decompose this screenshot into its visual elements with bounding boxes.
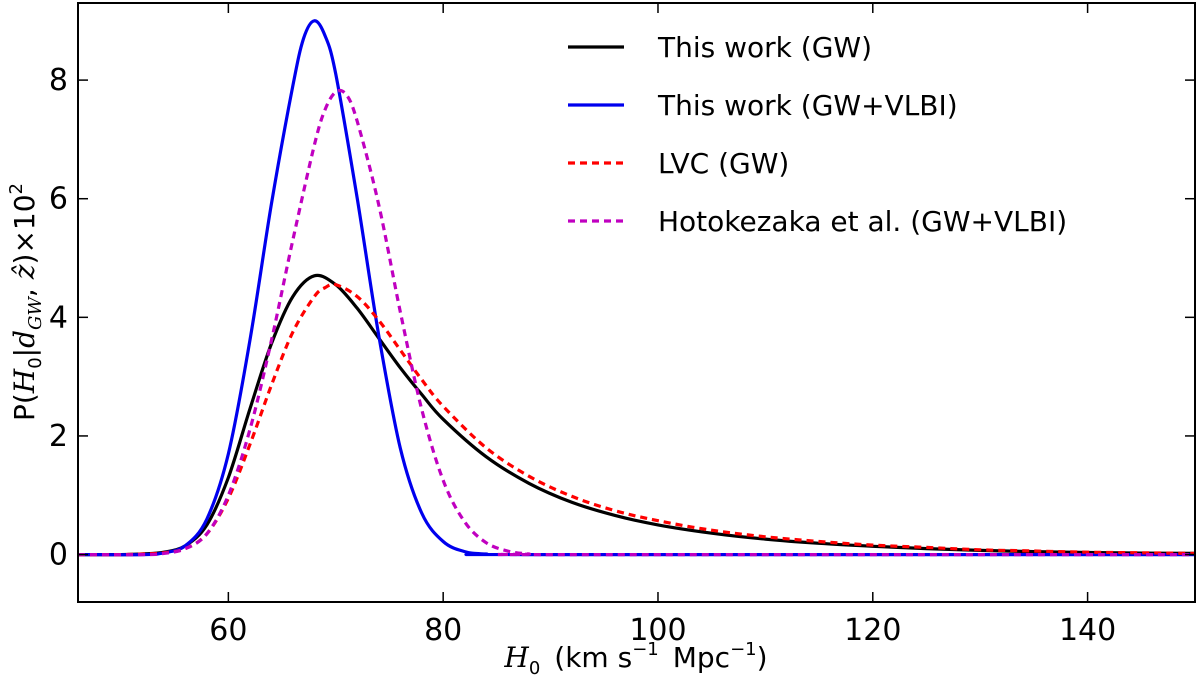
x-axis-label: H0 (km s−1 Mpc−1) — [503, 639, 767, 679]
x-tick-label: 120 — [844, 613, 901, 648]
x-tick-label: 140 — [1059, 613, 1116, 648]
y-tick-label: 0 — [49, 538, 68, 573]
series-layer — [77, 19, 1196, 557]
legend-label-0: This work (GW) — [657, 31, 872, 64]
legend-label-1: This work (GW+VLBI) — [657, 89, 958, 122]
legend-label-2: LVC (GW) — [658, 147, 789, 180]
y-tick-label: 6 — [49, 182, 68, 217]
series-line-0 — [77, 273, 1196, 557]
plot-frame — [77, 2, 1196, 603]
y-axis-ticks: 0 2 4 6 8 — [49, 63, 1195, 573]
x-tick-label: 100 — [629, 613, 686, 648]
y-tick-label: 8 — [49, 63, 68, 98]
y-tick-label: 4 — [49, 300, 68, 335]
plot-area: 60 80 100 120 140 0 2 4 6 8 — [49, 2, 1196, 648]
x-tick-label: 60 — [209, 613, 247, 648]
x-tick-label: 80 — [424, 613, 462, 648]
legend: This work (GW) This work (GW+VLBI) LVC (GW… — [568, 31, 1067, 238]
x-axis-ticks: 60 80 100 120 140 — [209, 3, 1116, 648]
legend-label-3: Hotokezaka et al. (GW+VLBI) — [658, 205, 1067, 238]
series-line-3 — [77, 88, 1196, 557]
y-axis-label: P(H0|dGW, ẑ)×102 — [6, 183, 46, 421]
y-tick-label: 2 — [49, 419, 68, 454]
series-line-1 — [77, 19, 1196, 557]
